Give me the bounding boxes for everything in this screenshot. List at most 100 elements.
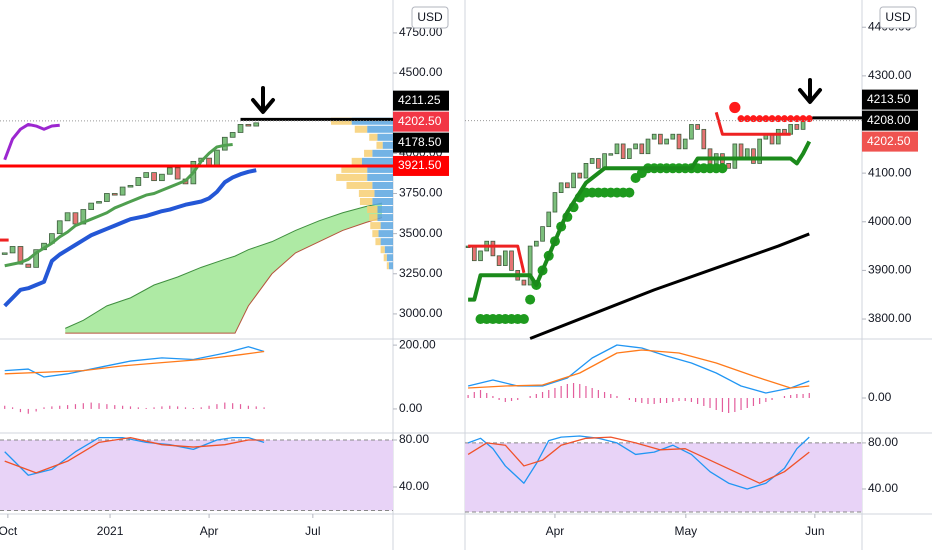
candle bbox=[794, 124, 800, 130]
histogram-bar bbox=[796, 394, 798, 398]
candle bbox=[608, 153, 614, 156]
y-tick-label: 200.00 bbox=[399, 337, 436, 351]
histogram-bar bbox=[467, 395, 469, 398]
volume-bar bbox=[380, 238, 393, 246]
volume-bar bbox=[377, 214, 393, 222]
volume-bar bbox=[370, 222, 381, 230]
dot-marker bbox=[774, 115, 782, 123]
candle bbox=[534, 240, 539, 247]
histogram-bar bbox=[43, 407, 45, 409]
candle bbox=[689, 124, 694, 140]
series-line bbox=[3, 122, 60, 161]
x-tick-label: 2021 bbox=[97, 524, 124, 538]
candle bbox=[104, 193, 110, 202]
histogram-bar bbox=[641, 398, 643, 403]
dot-marker bbox=[768, 115, 776, 123]
candle bbox=[151, 172, 157, 182]
histogram-bar bbox=[4, 405, 6, 409]
volume-bar bbox=[372, 181, 393, 189]
histogram-bar bbox=[560, 386, 562, 398]
dot-marker bbox=[717, 163, 728, 174]
y-tick-label: 4300.00 bbox=[868, 68, 912, 82]
candle bbox=[664, 138, 669, 145]
candle bbox=[245, 124, 252, 127]
histogram-bar bbox=[535, 394, 537, 398]
candle bbox=[96, 201, 102, 204]
volume-bar bbox=[331, 117, 352, 125]
candle bbox=[521, 279, 527, 286]
histogram-bar bbox=[591, 388, 593, 398]
arrow-icon bbox=[251, 86, 275, 114]
candle bbox=[229, 132, 236, 138]
y-tick-label: 4750.00 bbox=[399, 25, 443, 39]
histogram-bar bbox=[11, 407, 14, 409]
histogram-bar bbox=[572, 383, 575, 398]
histogram-bar bbox=[216, 404, 218, 409]
candle bbox=[620, 143, 626, 159]
volume-bar bbox=[367, 173, 393, 181]
badge-box bbox=[879, 6, 917, 29]
candle bbox=[72, 212, 79, 225]
candle bbox=[589, 158, 595, 164]
histogram-bar bbox=[721, 398, 724, 412]
candle bbox=[775, 128, 781, 145]
histogram-bar bbox=[653, 398, 655, 404]
volume-bar bbox=[386, 262, 389, 270]
dot-marker bbox=[805, 115, 813, 123]
volume-bar bbox=[374, 189, 393, 198]
candle bbox=[471, 245, 477, 262]
histogram-bar bbox=[232, 403, 234, 409]
histogram-bar bbox=[529, 396, 531, 398]
dot-marker bbox=[518, 314, 529, 325]
histogram-bar bbox=[98, 403, 100, 409]
histogram-bar bbox=[728, 398, 730, 413]
histogram-bar bbox=[137, 407, 139, 409]
histogram-bar bbox=[765, 398, 767, 402]
candle bbox=[496, 255, 502, 266]
volume-bar bbox=[367, 165, 393, 173]
cloud-lower-line bbox=[65, 217, 383, 334]
histogram-bar bbox=[678, 398, 680, 401]
candle bbox=[502, 250, 508, 266]
histogram-bar bbox=[122, 405, 124, 409]
histogram-bar bbox=[153, 407, 155, 409]
histogram-bar bbox=[752, 398, 755, 406]
volume-bar bbox=[372, 198, 393, 206]
x-tick-label: Apr bbox=[546, 524, 565, 538]
x-tick-label: Oct bbox=[0, 524, 18, 538]
histogram-bar bbox=[740, 398, 742, 410]
histogram-bar bbox=[263, 407, 265, 409]
band-fill bbox=[0, 439, 393, 511]
histogram-bar bbox=[27, 408, 29, 414]
candle bbox=[645, 138, 651, 155]
axis-area: 4400.004300.004100.004000.003900.003800.… bbox=[546, 19, 918, 538]
price-label: 4208.00 bbox=[867, 113, 911, 127]
price-label-box bbox=[393, 132, 449, 153]
histogram-bar bbox=[703, 398, 705, 406]
y-tick-label: 4000.00 bbox=[868, 214, 912, 228]
volume-bar bbox=[358, 189, 375, 198]
candle bbox=[682, 138, 688, 150]
candle bbox=[540, 226, 545, 242]
y-tick-label: 40.00 bbox=[868, 481, 898, 495]
histogram-bar bbox=[566, 384, 568, 398]
histogram-bar bbox=[666, 398, 668, 403]
volume-bar bbox=[369, 133, 378, 141]
histogram-bar bbox=[759, 398, 761, 404]
cloud-area bbox=[65, 203, 382, 334]
histogram-bar bbox=[634, 398, 637, 402]
y-tick-label: 3250.00 bbox=[399, 266, 443, 280]
histogram-bar bbox=[90, 402, 92, 409]
histogram-bar bbox=[19, 408, 22, 413]
histogram-bar bbox=[184, 407, 187, 409]
histogram-bar bbox=[82, 403, 84, 409]
histogram-bar bbox=[771, 398, 773, 400]
histogram-bar bbox=[783, 396, 786, 398]
histogram-bar bbox=[192, 407, 194, 409]
candle bbox=[583, 163, 589, 179]
series-line bbox=[4, 436, 265, 476]
volume-bar bbox=[378, 230, 393, 238]
histogram-bar bbox=[697, 398, 699, 404]
dot-marker bbox=[787, 115, 795, 123]
dot-marker bbox=[624, 187, 635, 198]
